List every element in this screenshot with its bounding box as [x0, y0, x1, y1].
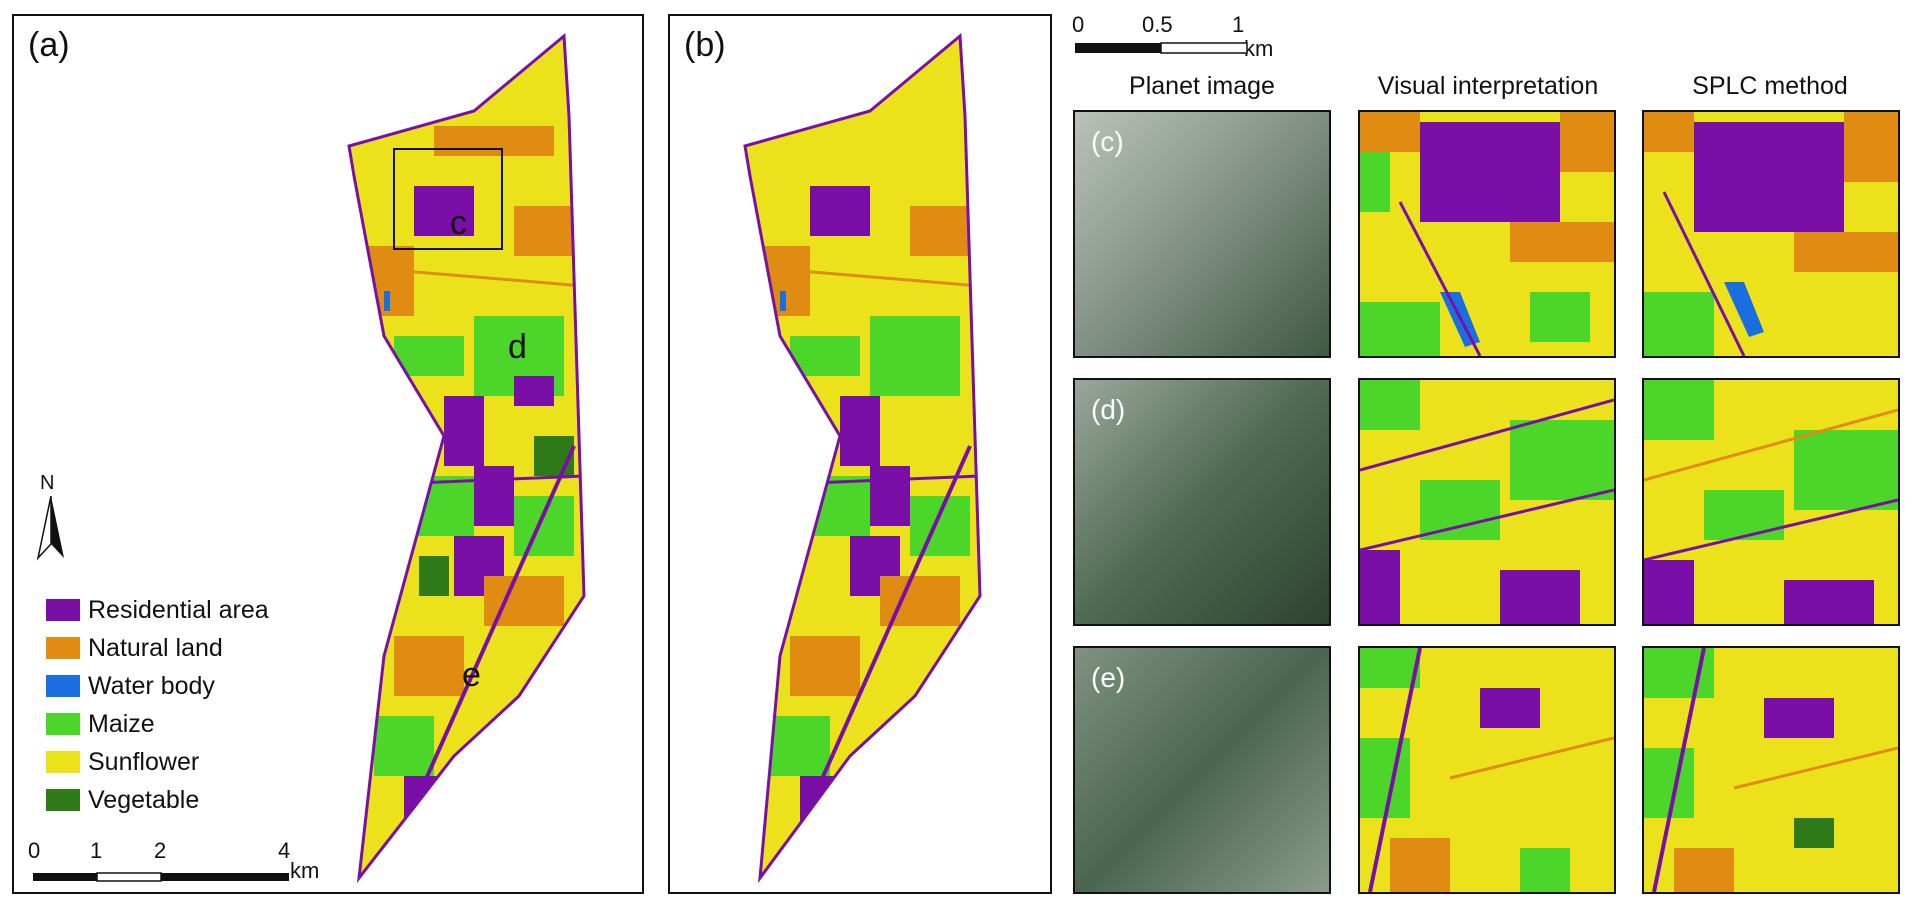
splc-method-e — [1642, 646, 1900, 894]
scale-small-tick-1: 1 — [1232, 12, 1245, 37]
map-panel-a: (a) — [12, 14, 644, 894]
marker-e: e — [462, 656, 481, 694]
column-header-planet: Planet image — [1129, 72, 1275, 100]
row-label-c: (c) — [1091, 126, 1124, 157]
legend-item: Residential area — [46, 591, 269, 629]
visual-interpretation-d — [1358, 378, 1616, 626]
scale-main-tick-2: 2 — [154, 838, 167, 863]
classification-map-b — [743, 32, 982, 884]
legend-item: Vegetable — [46, 781, 269, 819]
visual-interpretation-c — [1358, 110, 1616, 358]
north-arrow-icon — [36, 496, 64, 561]
column-header-visual: Visual interpretation — [1377, 72, 1599, 100]
map-panel-b: (b) — [668, 14, 1052, 894]
scale-small-unit: km — [1244, 36, 1274, 61]
legend-label: Maize — [88, 709, 155, 738]
legend-swatch-maize — [46, 713, 80, 735]
legend-label: Water body — [88, 671, 215, 700]
north-arrow-label: N — [40, 472, 55, 494]
classification-map-a — [347, 32, 586, 884]
legend-swatch-sunflower — [46, 751, 80, 773]
splc-method-d — [1642, 378, 1900, 626]
scale-bar-small — [1075, 42, 1248, 54]
splc-method-c — [1642, 110, 1900, 358]
legend-label: Vegetable — [88, 785, 200, 814]
legend-swatch-natural — [46, 637, 80, 659]
legend-swatch-residential — [46, 599, 80, 621]
scale-small-tick-05: 0.5 — [1142, 12, 1173, 37]
legend: Residential area Natural land Water body… — [46, 591, 269, 819]
legend-label: Natural land — [88, 633, 223, 662]
row-label-e: (e) — [1091, 662, 1126, 693]
legend-label: Sunflower — [88, 747, 200, 776]
legend-item: Natural land — [46, 629, 269, 667]
legend-item: Water body — [46, 667, 269, 705]
planet-image-e: (e) — [1073, 646, 1331, 894]
legend-swatch-water — [46, 675, 80, 697]
legend-item: Maize — [46, 705, 269, 743]
planet-image-c: (c) — [1073, 110, 1331, 358]
legend-swatch-vegetable — [46, 789, 80, 811]
row-label-d: (d) — [1091, 394, 1126, 425]
marker-d: d — [508, 328, 527, 366]
scale-bar-main — [33, 872, 289, 882]
legend-label: Residential area — [88, 595, 269, 624]
column-header-splc: SPLC method — [1692, 72, 1848, 100]
scale-main-tick-1: 1 — [90, 838, 103, 863]
panel-label-b: (b) — [684, 26, 726, 64]
visual-interpretation-e — [1358, 646, 1616, 894]
scale-main-tick-0: 0 — [28, 838, 41, 863]
scale-small-tick-0: 0 — [1072, 12, 1085, 37]
planet-image-d: (d) — [1073, 378, 1331, 626]
scale-main-unit: km — [290, 858, 320, 883]
panel-label-a: (a) — [28, 26, 70, 64]
legend-item: Sunflower — [46, 743, 269, 781]
scale-main-tick-4: 4 — [278, 838, 291, 863]
marker-c: c — [450, 204, 467, 242]
